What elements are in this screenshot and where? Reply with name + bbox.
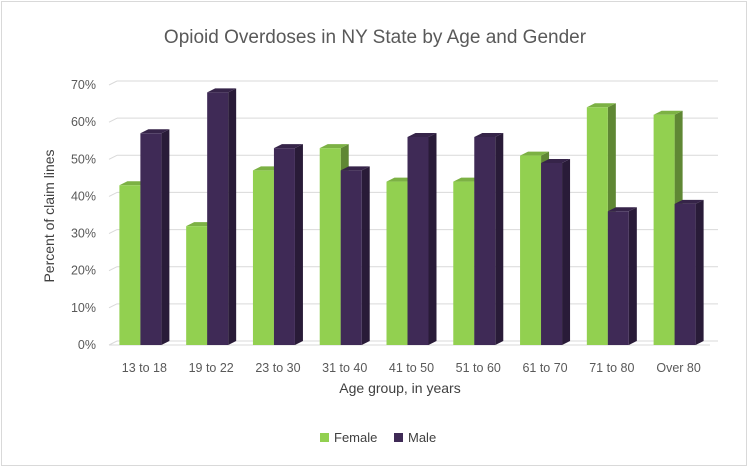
x-axis-ticks: 13 to 18 19 to 22 23 to 30 31 to 40 41 to 50…: [122, 361, 701, 375]
bar-front: [340, 170, 362, 345]
bar-male: [674, 199, 704, 345]
bar-male: [340, 166, 370, 345]
legend-item-male: Male: [394, 430, 436, 445]
y-tick-label: 70%: [71, 78, 96, 92]
x-tick-label: 61 to 70: [522, 361, 567, 375]
bar-male: [607, 207, 637, 345]
bar-side: [294, 144, 303, 345]
bar-front: [207, 92, 229, 345]
bar-side: [495, 133, 504, 345]
bar-side: [562, 159, 571, 345]
bar-front: [586, 107, 608, 346]
gridline-depth: [108, 117, 118, 123]
bar-front: [186, 226, 208, 345]
bar-top: [541, 159, 571, 163]
bar-front: [607, 211, 629, 345]
y-axis-ticks: 0% 10% 20% 30% 40% 50% 60% 70%: [71, 78, 96, 352]
bar-top: [586, 103, 616, 108]
bar-front: [252, 170, 274, 345]
bar-top: [607, 207, 637, 212]
bar-top: [140, 129, 170, 134]
y-tick-label: 0%: [78, 338, 96, 352]
bar-side: [228, 88, 237, 345]
bar-front: [520, 155, 542, 345]
y-tick-label: 20%: [71, 264, 96, 278]
gridline-depth: [108, 154, 118, 160]
bar-front: [541, 163, 563, 345]
bar-top: [319, 144, 349, 149]
bar-top: [340, 166, 370, 171]
bar-male: [541, 159, 571, 345]
bar-top: [474, 133, 504, 137]
bar-male: [140, 129, 170, 345]
bar-top: [653, 110, 683, 115]
x-tick-label: 19 to 22: [189, 361, 234, 375]
legend-swatch: [320, 433, 329, 442]
legend-swatch: [394, 433, 403, 442]
bar-front: [653, 114, 675, 345]
y-tick-label: 30%: [71, 227, 96, 241]
legend-label: Female: [334, 430, 377, 445]
bar-top: [674, 199, 704, 204]
x-tick-label: 31 to 40: [322, 361, 367, 375]
x-axis-title: Age group, in years: [339, 380, 460, 396]
bar-front: [474, 137, 496, 345]
x-tick-label: 13 to 18: [122, 361, 167, 375]
bar-male: [207, 88, 237, 345]
legend: Female Male: [320, 430, 436, 445]
gridline-depth: [108, 191, 118, 197]
x-tick-label: 41 to 50: [389, 361, 434, 375]
bar-side: [695, 199, 704, 345]
bar-side: [161, 129, 170, 345]
chart-title: Opioid Overdoses in NY State by Age and …: [164, 27, 587, 48]
legend-item-female: Female: [320, 430, 377, 445]
bar-side: [361, 166, 370, 345]
bar-front: [386, 181, 408, 345]
bar-top: [207, 88, 237, 93]
bar-front: [273, 148, 295, 345]
bar-front: [319, 148, 341, 345]
bar-male: [407, 133, 437, 345]
y-axis-title: Percent of claim lines: [41, 149, 57, 282]
x-tick-label: 23 to 30: [255, 361, 300, 375]
y-tick-label: 50%: [71, 152, 96, 166]
bar-side: [628, 207, 637, 345]
bar-top: [407, 133, 437, 137]
bars: [119, 88, 704, 346]
legend-label: Male: [408, 430, 436, 445]
bar-front: [407, 137, 429, 345]
bar-front: [119, 185, 141, 345]
gridline-depth: [108, 266, 118, 272]
bar-front: [140, 133, 162, 345]
bar-side: [428, 133, 437, 345]
bar-front: [453, 181, 475, 345]
bar-top: [520, 151, 550, 156]
gridline-depth: [108, 340, 118, 346]
y-tick-label: 60%: [71, 115, 96, 129]
x-tick-label: 71 to 80: [589, 361, 634, 375]
gridline-depth: [108, 80, 118, 86]
bar-male: [474, 133, 504, 345]
bar-front: [674, 203, 696, 345]
bar-male: [273, 144, 303, 345]
gridline-depth: [108, 303, 118, 309]
bar-top: [273, 144, 303, 149]
y-tick-label: 40%: [71, 189, 96, 203]
gridline-depth: [108, 229, 118, 235]
x-tick-label: Over 80: [656, 361, 701, 375]
y-tick-label: 10%: [71, 301, 96, 315]
x-tick-label: 51 to 60: [456, 361, 501, 375]
